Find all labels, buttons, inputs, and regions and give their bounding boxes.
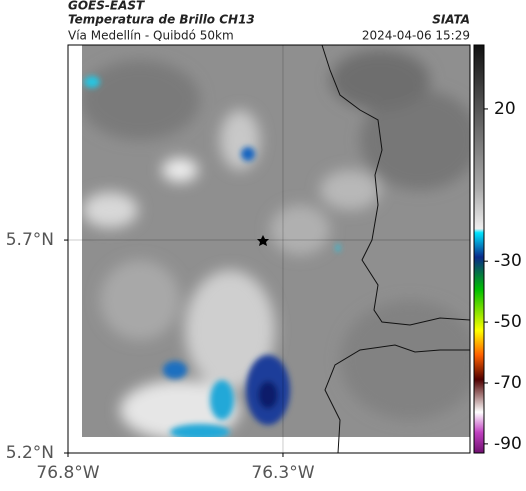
colorbar-tick-label: 20 — [494, 99, 516, 119]
satellite-field — [68, 45, 470, 453]
subtitle: Vía Medellín - Quibdó 50km — [68, 29, 234, 43]
colorbar-tick-label: -50 — [494, 312, 522, 332]
y-tick-label: 5.7°N — [6, 230, 54, 250]
map-frame — [67, 44, 471, 454]
y-tick-label: 5.2°N — [6, 443, 54, 463]
x-tick-label: 76.3°W — [251, 463, 314, 483]
colorbar-tick-label: -30 — [494, 251, 522, 271]
title: Temperatura de Brillo CH13 — [68, 13, 255, 27]
org: SIATA — [432, 13, 470, 27]
colorbar-tick-label: -70 — [494, 373, 522, 393]
colorbar-tick-label: -90 — [494, 434, 522, 454]
x-tick-label: 76.8°W — [36, 463, 99, 483]
source: GOES-EAST — [68, 0, 145, 13]
datetime: 2024-04-06 15:29 — [362, 29, 470, 43]
colorbar — [473, 44, 485, 454]
